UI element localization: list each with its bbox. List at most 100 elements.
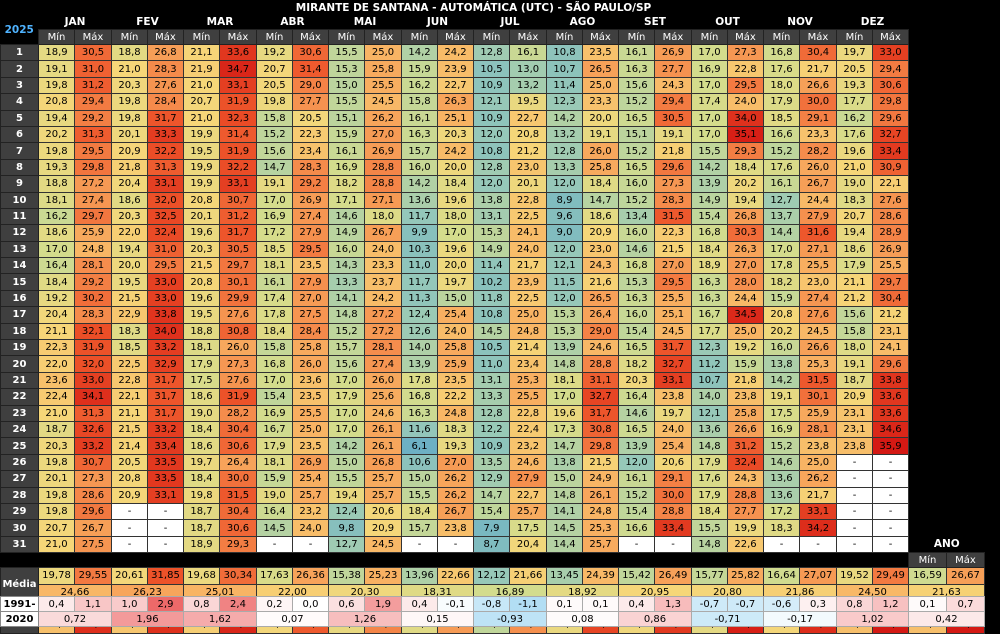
day-number: 15 xyxy=(0,273,39,291)
daily-min-cell: 13,7 xyxy=(763,207,800,226)
daily-max-cell: 26,8 xyxy=(364,453,402,472)
daily-max-cell: 33,1 xyxy=(219,175,257,193)
daily-min-cell: 19,6 xyxy=(183,224,220,242)
daily-max-cell: 29,3 xyxy=(727,142,764,160)
max-header: Máx xyxy=(509,29,547,45)
daily-min-cell: 19,6 xyxy=(836,142,873,160)
daily-min-cell: 14,9 xyxy=(473,240,510,259)
daily-min-cell: 19,9 xyxy=(183,158,220,177)
daily-max-cell: 31,4 xyxy=(219,125,257,144)
daily-max-cell: 22,3 xyxy=(292,125,329,144)
daily-min-cell: 13,9 xyxy=(401,355,438,373)
daily-min-cell: 19,6 xyxy=(546,404,583,422)
daily-max-cell: 28,4 xyxy=(292,322,329,341)
daily-max-cell: 34,7 xyxy=(219,60,257,78)
daily-max-cell: 29,9 xyxy=(219,289,257,308)
daily-min-cell: 13,3 xyxy=(546,158,583,177)
daily-min-cell: 15,2 xyxy=(618,191,655,209)
daily-max-cell: 19,1 xyxy=(582,125,619,144)
daily-min-cell: 18,6 xyxy=(111,191,148,209)
anomaly-mean-cell: 0,86 xyxy=(618,611,692,627)
daily-min-cell: 19,7 xyxy=(183,453,220,472)
month-header-nov: NOV xyxy=(763,15,837,30)
anomaly-max-cell: 0,0 xyxy=(292,596,329,612)
daily-min-cell: 15,5 xyxy=(328,470,365,488)
day-number: 30 xyxy=(0,519,39,537)
max-header: Máx xyxy=(364,29,402,45)
daily-min-cell: 11,7 xyxy=(401,207,438,226)
min-header: Mín xyxy=(836,29,873,45)
daily-min-cell: 21,0 xyxy=(183,76,220,95)
daily-max-cell: 26,6 xyxy=(799,339,837,357)
daily-max-cell: 28,3 xyxy=(292,158,329,177)
min-header: Mín xyxy=(256,29,293,45)
daily-max-cell: 33,3 xyxy=(147,125,184,144)
daily-max-cell: 24,2 xyxy=(437,142,474,160)
daily-max-cell: 17,5 xyxy=(509,519,547,537)
daily-min-cell: 18,6 xyxy=(836,240,873,259)
daily-max-cell: 25,4 xyxy=(292,470,329,488)
day-row: 15 18,4 29,2 19,5 33,0 20,8 30,1 16,1 27,9 13,3 23… xyxy=(0,273,985,291)
daily-max-cell: 30,7 xyxy=(219,191,257,209)
avg-max-cell: 25,23 xyxy=(364,567,402,585)
daily-min-cell: 21,0 xyxy=(38,535,75,554)
annual-blank xyxy=(908,142,985,160)
daily-max-cell: 27,1 xyxy=(364,191,402,209)
daily-min-cell: 19,5 xyxy=(183,306,220,324)
daily-min-cell: 13,6 xyxy=(401,191,438,209)
anomaly-mean-cell: 0,08 xyxy=(546,611,619,627)
daily-max-cell: - xyxy=(872,486,909,504)
daily-max-cell: 31,3 xyxy=(74,125,112,144)
daily-max-cell: 33,2 xyxy=(147,339,184,357)
daily-max-cell: 31,2 xyxy=(219,207,257,226)
daily-min-cell: 14,2 xyxy=(546,109,583,127)
daily-min-cell: 16,7 xyxy=(691,306,728,324)
daily-max-cell: 21,7 xyxy=(799,486,837,504)
avg-max-cell: 25,82 xyxy=(727,567,764,585)
daily-max-cell: 26,7 xyxy=(799,175,837,193)
daily-max-cell: 26,4 xyxy=(219,453,257,472)
daily-max-cell: 30,5 xyxy=(74,43,112,62)
daily-max-cell: 26,2 xyxy=(799,470,837,488)
daily-min-cell: 20,3 xyxy=(183,240,220,259)
daily-min-cell: 17,4 xyxy=(691,93,728,111)
daily-max-cell: 30,4 xyxy=(872,289,909,308)
daily-min-cell: 12,1 xyxy=(691,404,728,422)
annual-header: ANO xyxy=(908,536,985,553)
daily-max-cell: 24,8 xyxy=(509,322,547,341)
daily-max-cell: - xyxy=(147,502,184,521)
anomaly-min-cell: 0,4 xyxy=(401,596,438,612)
month-header-jul: JUL xyxy=(473,15,547,30)
daily-max-cell: 26,9 xyxy=(292,453,329,472)
daily-max-cell: 30,6 xyxy=(219,437,257,455)
daily-max-cell: 25,0 xyxy=(292,420,329,439)
daily-min-cell: 18,8 xyxy=(111,43,148,62)
daily-max-cell: 30,2 xyxy=(74,289,112,308)
month-header-mai: MAI xyxy=(328,15,402,30)
day-row: 31 21,0 27,5- -18,9 29,3- -12,7 24,5- -8,7 20,4 1… xyxy=(0,535,985,554)
daily-min-cell: 20,5 xyxy=(836,60,873,78)
daily-max-cell: 33,2 xyxy=(147,420,184,439)
daily-max-cell: 24,3 xyxy=(582,257,619,275)
daily-max-cell: 23,5 xyxy=(437,371,474,390)
daily-min-cell: 16,3 xyxy=(401,125,438,144)
daily-max-cell: 31,0 xyxy=(74,60,112,78)
average-label: Média xyxy=(0,567,39,601)
daily-min-cell: 10,7 xyxy=(546,60,583,78)
daily-min-cell: 16,5 xyxy=(618,109,655,127)
daily-min-cell: 15,2 xyxy=(618,93,655,111)
daily-min-cell: 18,9 xyxy=(38,43,75,62)
daily-max-cell: 33,6 xyxy=(872,388,909,406)
daily-min-cell: 17,4 xyxy=(256,289,293,308)
daily-min-cell: 16,1 xyxy=(618,470,655,488)
daily-max-cell: 20,0 xyxy=(437,257,474,275)
daily-max-cell: 23,5 xyxy=(292,388,329,406)
day-row: 23 21,0 31,3 21,1 31,7 19,0 28,2 16,9 25,5 17,0 24… xyxy=(0,404,985,422)
daily-min-cell: 16,9 xyxy=(256,404,293,422)
daily-max-cell: - xyxy=(147,535,184,554)
daily-max-cell: 26,2 xyxy=(437,486,474,504)
daily-max-cell: 29,4 xyxy=(74,93,112,111)
daily-min-cell: 16,1 xyxy=(763,175,800,193)
daily-max-cell: 17,0 xyxy=(437,224,474,242)
daily-max-cell: 23,7 xyxy=(364,273,402,291)
